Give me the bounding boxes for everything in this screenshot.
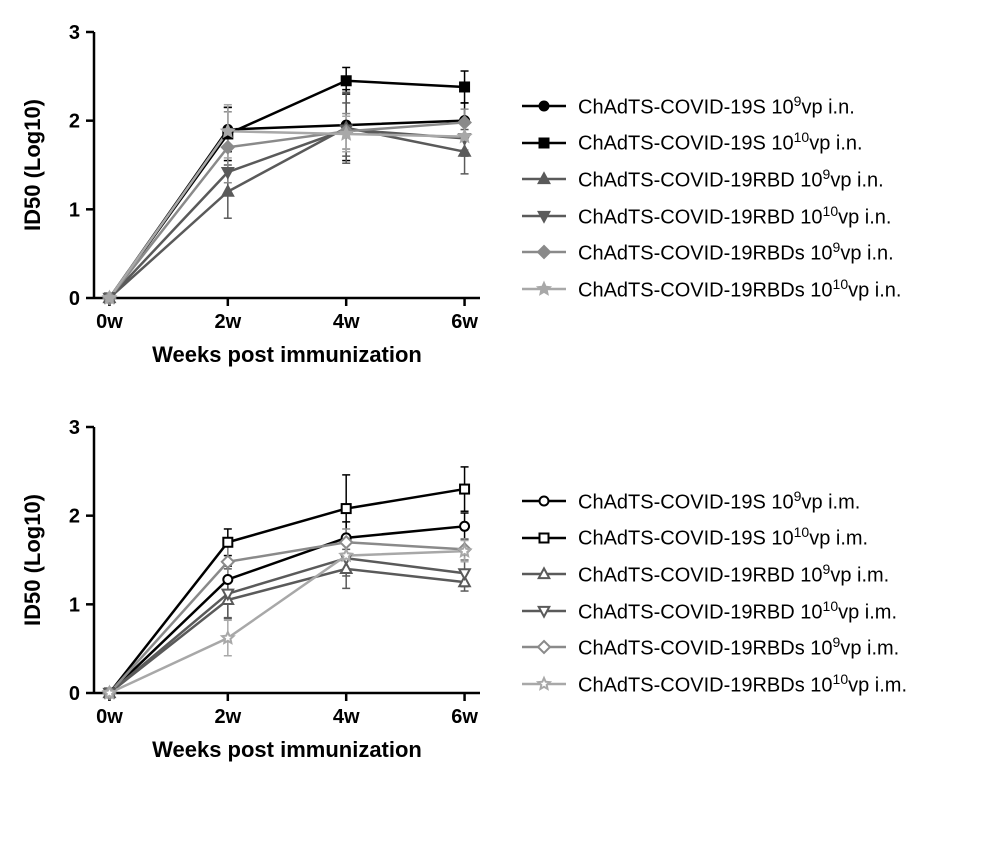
legend-swatch <box>520 528 568 548</box>
svg-text:4w: 4w <box>333 706 360 728</box>
svg-text:2: 2 <box>69 111 80 133</box>
legend-label: ChAdTS-COVID-19RBD 109vp i.n. <box>578 166 884 193</box>
legend-label: ChAdTS-COVID-19S 1010vp i.n. <box>578 129 863 156</box>
legend-item: ChAdTS-COVID-19RBD 1010vp i.n. <box>520 203 901 230</box>
legend-swatch <box>520 637 568 657</box>
svg-text:3: 3 <box>69 417 80 439</box>
svg-text:2w: 2w <box>214 706 241 728</box>
svg-text:2: 2 <box>69 506 80 528</box>
legend-label: ChAdTS-COVID-19S 109vp i.m. <box>578 488 860 515</box>
legend-swatch <box>520 279 568 299</box>
legend-item: ChAdTS-COVID-19RBDs 109vp i.m. <box>520 634 907 661</box>
svg-text:3: 3 <box>69 22 80 44</box>
svg-text:1: 1 <box>69 594 80 616</box>
legend-swatch <box>520 96 568 116</box>
legend-swatch <box>520 206 568 226</box>
legend-item: ChAdTS-COVID-19RBD 109vp i.n. <box>520 166 901 193</box>
panel-top: 0 1 2 3 0w 2w 4w 6w Weeks post immunization ID50 … <box>20 20 980 375</box>
svg-text:0w: 0w <box>96 311 123 333</box>
legend-item: ChAdTS-COVID-19S 1010vp i.n. <box>520 129 901 156</box>
legend-label: ChAdTS-COVID-19RBDs 1010vp i.n. <box>578 276 901 303</box>
legend-item: ChAdTS-COVID-19RBD 109vp i.m. <box>520 561 907 588</box>
legend-item: ChAdTS-COVID-19RBDs 1010vp i.n. <box>520 276 901 303</box>
chart-bottom: 0 1 2 3 0w 2w 4w 6w Weeks post immunization ID50 … <box>20 415 490 770</box>
svg-text:Weeks post immunization: Weeks post immunization <box>152 737 422 762</box>
legend-item: ChAdTS-COVID-19RBDs 1010vp i.m. <box>520 671 907 698</box>
legend-label: ChAdTS-COVID-19RBDs 109vp i.n. <box>578 239 894 266</box>
chart-svg-bottom: 0 1 2 3 0w 2w 4w 6w Weeks post immunization ID50 … <box>20 415 490 765</box>
legend-label: ChAdTS-COVID-19RBD 1010vp i.n. <box>578 203 891 230</box>
panel-bottom: 0 1 2 3 0w 2w 4w 6w Weeks post immunization ID50 … <box>20 415 980 770</box>
legend-bottom: ChAdTS-COVID-19S 109vp i.m. ChAdTS-COVID-… <box>520 488 907 698</box>
svg-text:6w: 6w <box>451 311 478 333</box>
legend-swatch <box>520 133 568 153</box>
legend-swatch <box>520 564 568 584</box>
legend-item: ChAdTS-COVID-19RBDs 109vp i.n. <box>520 239 901 266</box>
svg-text:0: 0 <box>69 683 80 705</box>
svg-text:2w: 2w <box>214 311 241 333</box>
legend-swatch <box>520 169 568 189</box>
legend-label: ChAdTS-COVID-19S 109vp i.n. <box>578 93 855 120</box>
chart-top: 0 1 2 3 0w 2w 4w 6w Weeks post immunization ID50 … <box>20 20 490 375</box>
svg-text:0: 0 <box>69 288 80 310</box>
legend-swatch <box>520 491 568 511</box>
legend-label: ChAdTS-COVID-19RBDs 109vp i.m. <box>578 634 899 661</box>
legend-label: ChAdTS-COVID-19RBDs 1010vp i.m. <box>578 671 907 698</box>
legend-item: ChAdTS-COVID-19S 109vp i.n. <box>520 93 901 120</box>
legend-label: ChAdTS-COVID-19RBD 1010vp i.m. <box>578 598 897 625</box>
figure-container: 0 1 2 3 0w 2w 4w 6w Weeks post immunization ID50 … <box>20 20 980 770</box>
legend-swatch <box>520 242 568 262</box>
chart-svg-top: 0 1 2 3 0w 2w 4w 6w Weeks post immunization ID50 … <box>20 20 490 370</box>
legend-label: ChAdTS-COVID-19RBD 109vp i.m. <box>578 561 889 588</box>
svg-text:1: 1 <box>69 199 80 221</box>
legend-label: ChAdTS-COVID-19S 1010vp i.m. <box>578 524 868 551</box>
svg-text:ID50 (Log10): ID50 (Log10) <box>20 494 45 626</box>
legend-swatch <box>520 674 568 694</box>
svg-text:6w: 6w <box>451 706 478 728</box>
svg-text:Weeks post immunization: Weeks post immunization <box>152 342 422 367</box>
svg-text:0w: 0w <box>96 706 123 728</box>
legend-item: ChAdTS-COVID-19RBD 1010vp i.m. <box>520 598 907 625</box>
legend-top: ChAdTS-COVID-19S 109vp i.n. ChAdTS-COVID-… <box>520 93 901 303</box>
legend-item: ChAdTS-COVID-19S 1010vp i.m. <box>520 524 907 551</box>
legend-swatch <box>520 601 568 621</box>
svg-text:4w: 4w <box>333 311 360 333</box>
svg-text:ID50 (Log10): ID50 (Log10) <box>20 99 45 231</box>
legend-item: ChAdTS-COVID-19S 109vp i.m. <box>520 488 907 515</box>
